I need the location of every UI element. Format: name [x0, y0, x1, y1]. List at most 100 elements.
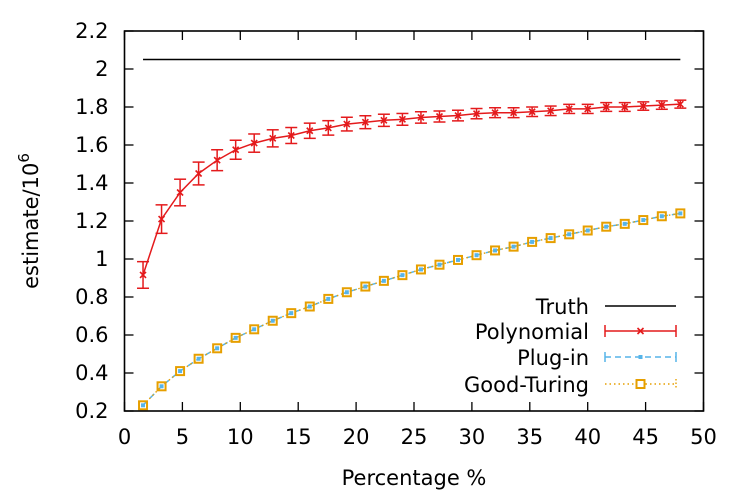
plugin-marker — [437, 262, 442, 267]
polynomial-marker — [584, 105, 592, 113]
polynomial-marker — [398, 115, 406, 123]
y-axis-label: estimate/106 — [15, 153, 43, 289]
legend-polynomial-marker — [636, 327, 645, 335]
legend-label: Plug-in — [517, 346, 589, 370]
good-turing-marker — [156, 381, 167, 392]
plugin-marker — [326, 296, 331, 301]
polynomial-marker — [417, 113, 425, 122]
good-turing-marker — [249, 324, 260, 335]
plugin-marker — [141, 403, 146, 408]
polynomial-marker — [232, 146, 240, 154]
good-turing-marker — [638, 215, 649, 226]
y-tick-label: 1.4 — [75, 171, 108, 195]
good-turing-marker — [193, 353, 204, 364]
good-turing-marker — [453, 254, 464, 265]
plugin-marker — [289, 311, 294, 316]
x-axis-label: Percentage % — [342, 466, 487, 490]
series-polynomial-line — [142, 103, 681, 276]
y-tick-label: 1.2 — [75, 209, 108, 233]
x-tick-label: 5 — [176, 425, 189, 449]
plugin-marker — [400, 273, 405, 278]
good-turing-marker — [471, 250, 482, 261]
y-axis-label-exponent: 6 — [15, 153, 33, 163]
y-tick-label: 0.4 — [75, 361, 108, 385]
plugin-marker — [511, 244, 516, 249]
polynomial-marker — [547, 107, 555, 115]
plugin-marker — [381, 278, 386, 283]
good-turing-marker — [415, 264, 426, 275]
polynomial-marker — [343, 120, 351, 128]
polynomial-marker — [510, 109, 518, 117]
good-turing-marker — [267, 315, 278, 326]
good-turing-marker — [212, 343, 223, 354]
x-tick-label: 15 — [285, 425, 312, 449]
y-tick-label: 1.8 — [75, 95, 108, 119]
x-tick-label: 30 — [459, 425, 486, 449]
polynomial-marker — [306, 127, 314, 135]
plugin-marker — [474, 253, 479, 258]
good-turing-marker — [360, 281, 371, 292]
good-turing-marker — [564, 229, 575, 240]
polynomial-marker — [602, 103, 610, 111]
plugin-marker — [456, 257, 461, 262]
series-plugin-line — [142, 212, 681, 406]
good-turing-marker — [545, 233, 556, 244]
x-tick-label: 35 — [516, 425, 543, 449]
plugin-marker — [270, 318, 275, 323]
plugin-marker — [548, 236, 553, 241]
x-tick-label: 50 — [690, 425, 717, 449]
good-turing-marker — [527, 236, 538, 247]
plot-frame — [123, 30, 705, 412]
plugin-marker — [307, 304, 312, 309]
plugin-marker — [215, 346, 220, 351]
y-axis-label-text: estimate/10 — [19, 163, 43, 289]
x-tick-label: 45 — [632, 425, 659, 449]
good-turing-marker — [175, 366, 186, 377]
good-turing-marker — [397, 270, 408, 281]
polynomial-marker — [287, 131, 295, 140]
legend-label: Polynomial — [475, 320, 589, 344]
plugin-marker — [678, 211, 683, 216]
good-turing-marker — [230, 332, 241, 343]
good-turing-marker — [138, 400, 149, 411]
x-tick-label: 40 — [574, 425, 601, 449]
plugin-marker — [659, 214, 664, 219]
polynomial-marker — [435, 112, 444, 121]
plugin-marker — [233, 335, 238, 340]
legend-plugin-marker — [638, 355, 643, 359]
series-good-turing-line — [142, 212, 681, 406]
y-tick-label: 1.6 — [75, 133, 108, 157]
y-tick-label: 0.2 — [75, 399, 108, 423]
x-tick-label: 10 — [227, 425, 254, 449]
good-turing-marker — [656, 211, 667, 222]
polynomial-marker — [250, 139, 258, 147]
good-turing-marker — [601, 221, 612, 232]
plugin-marker — [604, 224, 609, 229]
plugin-marker — [363, 284, 368, 289]
polynomial-marker — [213, 156, 221, 164]
y-tick-label: 1 — [95, 247, 108, 271]
plugin-marker — [252, 327, 257, 332]
plugin-marker — [641, 218, 646, 223]
x-tick-label: 20 — [343, 425, 370, 449]
good-turing-marker — [304, 301, 315, 312]
good-turing-marker — [508, 241, 519, 252]
polynomial-marker — [658, 101, 666, 109]
y-tick-label: 2.2 — [75, 19, 108, 43]
good-turing-marker — [619, 218, 630, 229]
y-tick-label: 0.8 — [75, 285, 108, 309]
polynomial-marker — [324, 124, 332, 132]
polynomial-marker — [454, 111, 462, 120]
plugin-marker — [159, 384, 164, 389]
polynomial-marker — [676, 100, 684, 108]
y-tick-label: 2 — [95, 57, 108, 81]
x-tick-label: 25 — [401, 425, 428, 449]
plugin-marker — [530, 239, 535, 244]
polynomial-marker — [361, 118, 369, 126]
polynomial-marker — [139, 271, 147, 279]
good-turing-marker — [490, 245, 501, 256]
polynomial-marker — [380, 116, 388, 124]
legend-good-turing-marker — [635, 379, 646, 389]
good-turing-marker — [323, 293, 334, 304]
